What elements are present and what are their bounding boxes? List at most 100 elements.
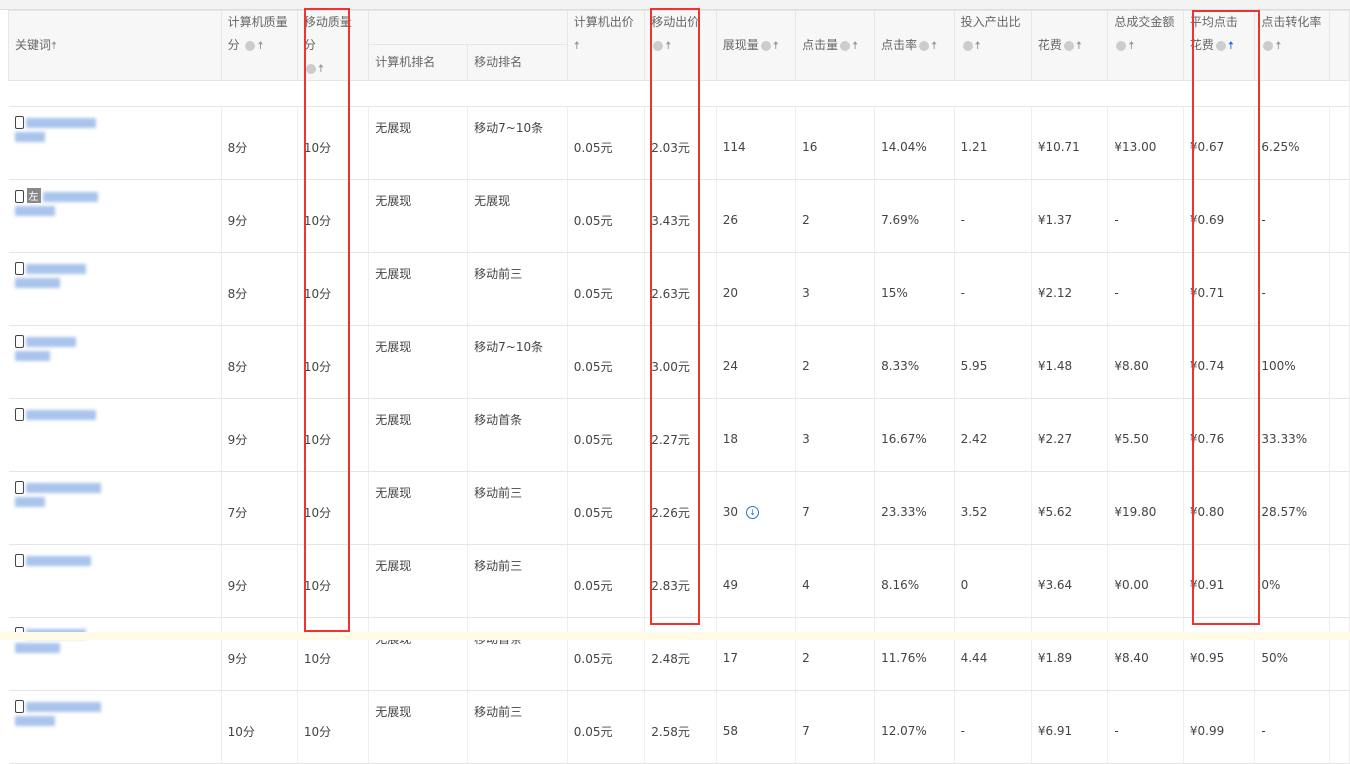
keyword-cell[interactable] xyxy=(8,106,222,180)
help-icon[interactable] xyxy=(840,40,851,51)
help-icon[interactable] xyxy=(1215,40,1226,51)
keyword-text-blurred[interactable] xyxy=(25,117,96,128)
help-icon[interactable] xyxy=(1063,40,1074,51)
partial-row xyxy=(8,80,1350,107)
sort-arrow-icon[interactable]: 🠅 xyxy=(1128,39,1135,52)
cell-value: 2.48元 xyxy=(651,651,690,666)
cell-value: 移动7~10条 xyxy=(474,340,544,354)
cell-value: 9分 xyxy=(227,213,248,228)
help-icon[interactable] xyxy=(919,40,930,51)
download-icon[interactable]: ↓ xyxy=(746,506,760,519)
col-cost[interactable]: 花费 🠅 xyxy=(1030,10,1109,81)
col-pc-quality[interactable]: 计算机质量分 🠅 xyxy=(220,10,298,81)
sort-arrow-icon[interactable]: 🠅 xyxy=(931,39,938,52)
cell-value: 8分 xyxy=(227,286,248,301)
keyword-cell[interactable] xyxy=(8,398,222,472)
col-ctr[interactable]: 点击率 🠅 xyxy=(874,10,955,81)
cell-avg-cpc: ¥0.69 xyxy=(1183,179,1256,253)
cell-value: ¥5.50 xyxy=(1114,432,1149,446)
col-pc-rank: 计算机排名 xyxy=(368,44,469,81)
keyword-text-blurred[interactable] xyxy=(14,497,45,507)
col-impressions[interactable]: 展现量 🠅 xyxy=(715,10,797,81)
cell-value: - xyxy=(1261,213,1266,227)
col-mobile-bid[interactable]: 移动出价 🠅 xyxy=(644,10,717,81)
col-roi[interactable]: 投入产出比 🠅 xyxy=(953,10,1032,81)
help-icon[interactable] xyxy=(1263,40,1274,51)
cell-value: 12.07% xyxy=(881,724,927,738)
keyword-cell[interactable] xyxy=(8,617,222,691)
cell-impressions: 58 xyxy=(716,690,797,764)
keyword-cell[interactable] xyxy=(8,690,222,764)
cell-value: 0.05元 xyxy=(573,578,613,593)
keyword-cell[interactable] xyxy=(8,471,222,545)
cell-value: 33.33% xyxy=(1261,432,1308,446)
cell-pc-bid: 0.05元 xyxy=(567,106,646,180)
keyword-cell[interactable] xyxy=(8,544,222,618)
help-icon[interactable] xyxy=(305,63,316,74)
cell-roi: - xyxy=(954,179,1032,253)
mobile-device-icon xyxy=(14,481,24,494)
sort-arrow-icon[interactable]: 🠅 xyxy=(665,39,672,52)
help-icon[interactable] xyxy=(760,40,771,51)
keyword-text-blurred[interactable] xyxy=(14,643,60,653)
keyword-cell[interactable]: 左 xyxy=(8,179,222,253)
help-icon[interactable] xyxy=(1116,40,1127,51)
sort-arrow-icon[interactable]: 🠅 xyxy=(257,39,264,52)
table-row: 8分 10分 无展现 移动前三 0.05元 2.63元 20 3 15% - ¥2.12 - ¥0.71… xyxy=(8,252,1350,326)
cell-value: 0.05元 xyxy=(573,359,613,374)
keyword-cell[interactable] xyxy=(8,252,222,326)
cell-value: ¥0.99 xyxy=(1189,724,1225,738)
keyword-text-blurred[interactable] xyxy=(25,701,101,712)
cell-pc-rank: 无展现 xyxy=(368,106,469,180)
col-keyword[interactable]: 关键词🠅 xyxy=(8,10,222,81)
sort-arrow-active-icon[interactable]: 🠅 xyxy=(1227,39,1234,52)
cell-ctr: 14.04% xyxy=(874,106,955,180)
col-avg-cpc[interactable]: 平均点击花费 🠅 xyxy=(1182,10,1256,81)
col-pc-bid[interactable]: 计算机出价 🠅 xyxy=(566,10,646,81)
keyword-text-blurred[interactable] xyxy=(14,278,60,288)
keyword-cell[interactable] xyxy=(8,325,222,399)
keyword-text-blurred[interactable] xyxy=(25,555,91,566)
sort-arrow-icon[interactable]: 🠅 xyxy=(51,39,58,52)
keyword-text-blurred[interactable] xyxy=(42,191,98,202)
cell-value: 11.76% xyxy=(881,651,927,665)
header-label: 关键词 xyxy=(15,38,52,52)
cell-cost: ¥2.12 xyxy=(1031,252,1109,326)
help-icon[interactable] xyxy=(245,40,256,51)
keyword-text-blurred[interactable] xyxy=(14,206,55,216)
keyword-text-blurred[interactable] xyxy=(25,409,96,420)
cell-value: 16.67% xyxy=(881,432,927,446)
keyword-text-blurred[interactable] xyxy=(14,716,55,726)
cell-roi: 3.52 xyxy=(954,471,1032,545)
sort-arrow-icon[interactable]: 🠅 xyxy=(1075,39,1082,52)
col-conversion[interactable]: 点击转化率 🠅 xyxy=(1254,10,1331,81)
col-gmv[interactable]: 总成交金额 🠅 xyxy=(1107,10,1184,81)
cell-impressions: 24 xyxy=(716,325,797,399)
keyword-text-blurred[interactable] xyxy=(25,263,86,274)
sort-arrow-icon[interactable]: 🠅 xyxy=(1275,39,1282,52)
cell-value: ¥0.69 xyxy=(1189,213,1225,227)
keyword-text-blurred[interactable] xyxy=(14,351,50,361)
cell-value: 0.05元 xyxy=(573,432,613,447)
keyword-text-blurred[interactable] xyxy=(25,336,76,347)
keyword-text-blurred[interactable] xyxy=(25,482,101,493)
sort-arrow-icon[interactable]: 🠅 xyxy=(974,39,981,52)
cell-roi: 1.21 xyxy=(954,106,1032,180)
sort-arrow-icon[interactable]: 🠅 xyxy=(573,39,580,52)
cell-conversion: 0% xyxy=(1254,544,1331,618)
mobile-device-icon xyxy=(14,190,24,203)
cell-clicks: 2 xyxy=(795,617,876,691)
help-icon[interactable] xyxy=(962,40,973,51)
col-clicks[interactable]: 点击量 🠅 xyxy=(795,10,876,81)
sort-arrow-icon[interactable]: 🠅 xyxy=(852,39,859,52)
cell-roi: 2.42 xyxy=(954,398,1032,472)
cell-avg-cpc: ¥0.71 xyxy=(1183,252,1256,326)
sort-arrow-icon[interactable]: 🠅 xyxy=(772,39,779,52)
cell-pc-quality: 8分 xyxy=(221,252,298,326)
help-icon[interactable] xyxy=(653,40,664,51)
sort-arrow-icon[interactable]: 🠅 xyxy=(317,62,324,75)
col-mobile-quality[interactable]: 移动质量分 🠅 xyxy=(296,10,370,81)
cell-value: - xyxy=(1261,724,1266,738)
cell-value: 24 xyxy=(722,359,739,373)
keyword-text-blurred[interactable] xyxy=(14,132,45,142)
